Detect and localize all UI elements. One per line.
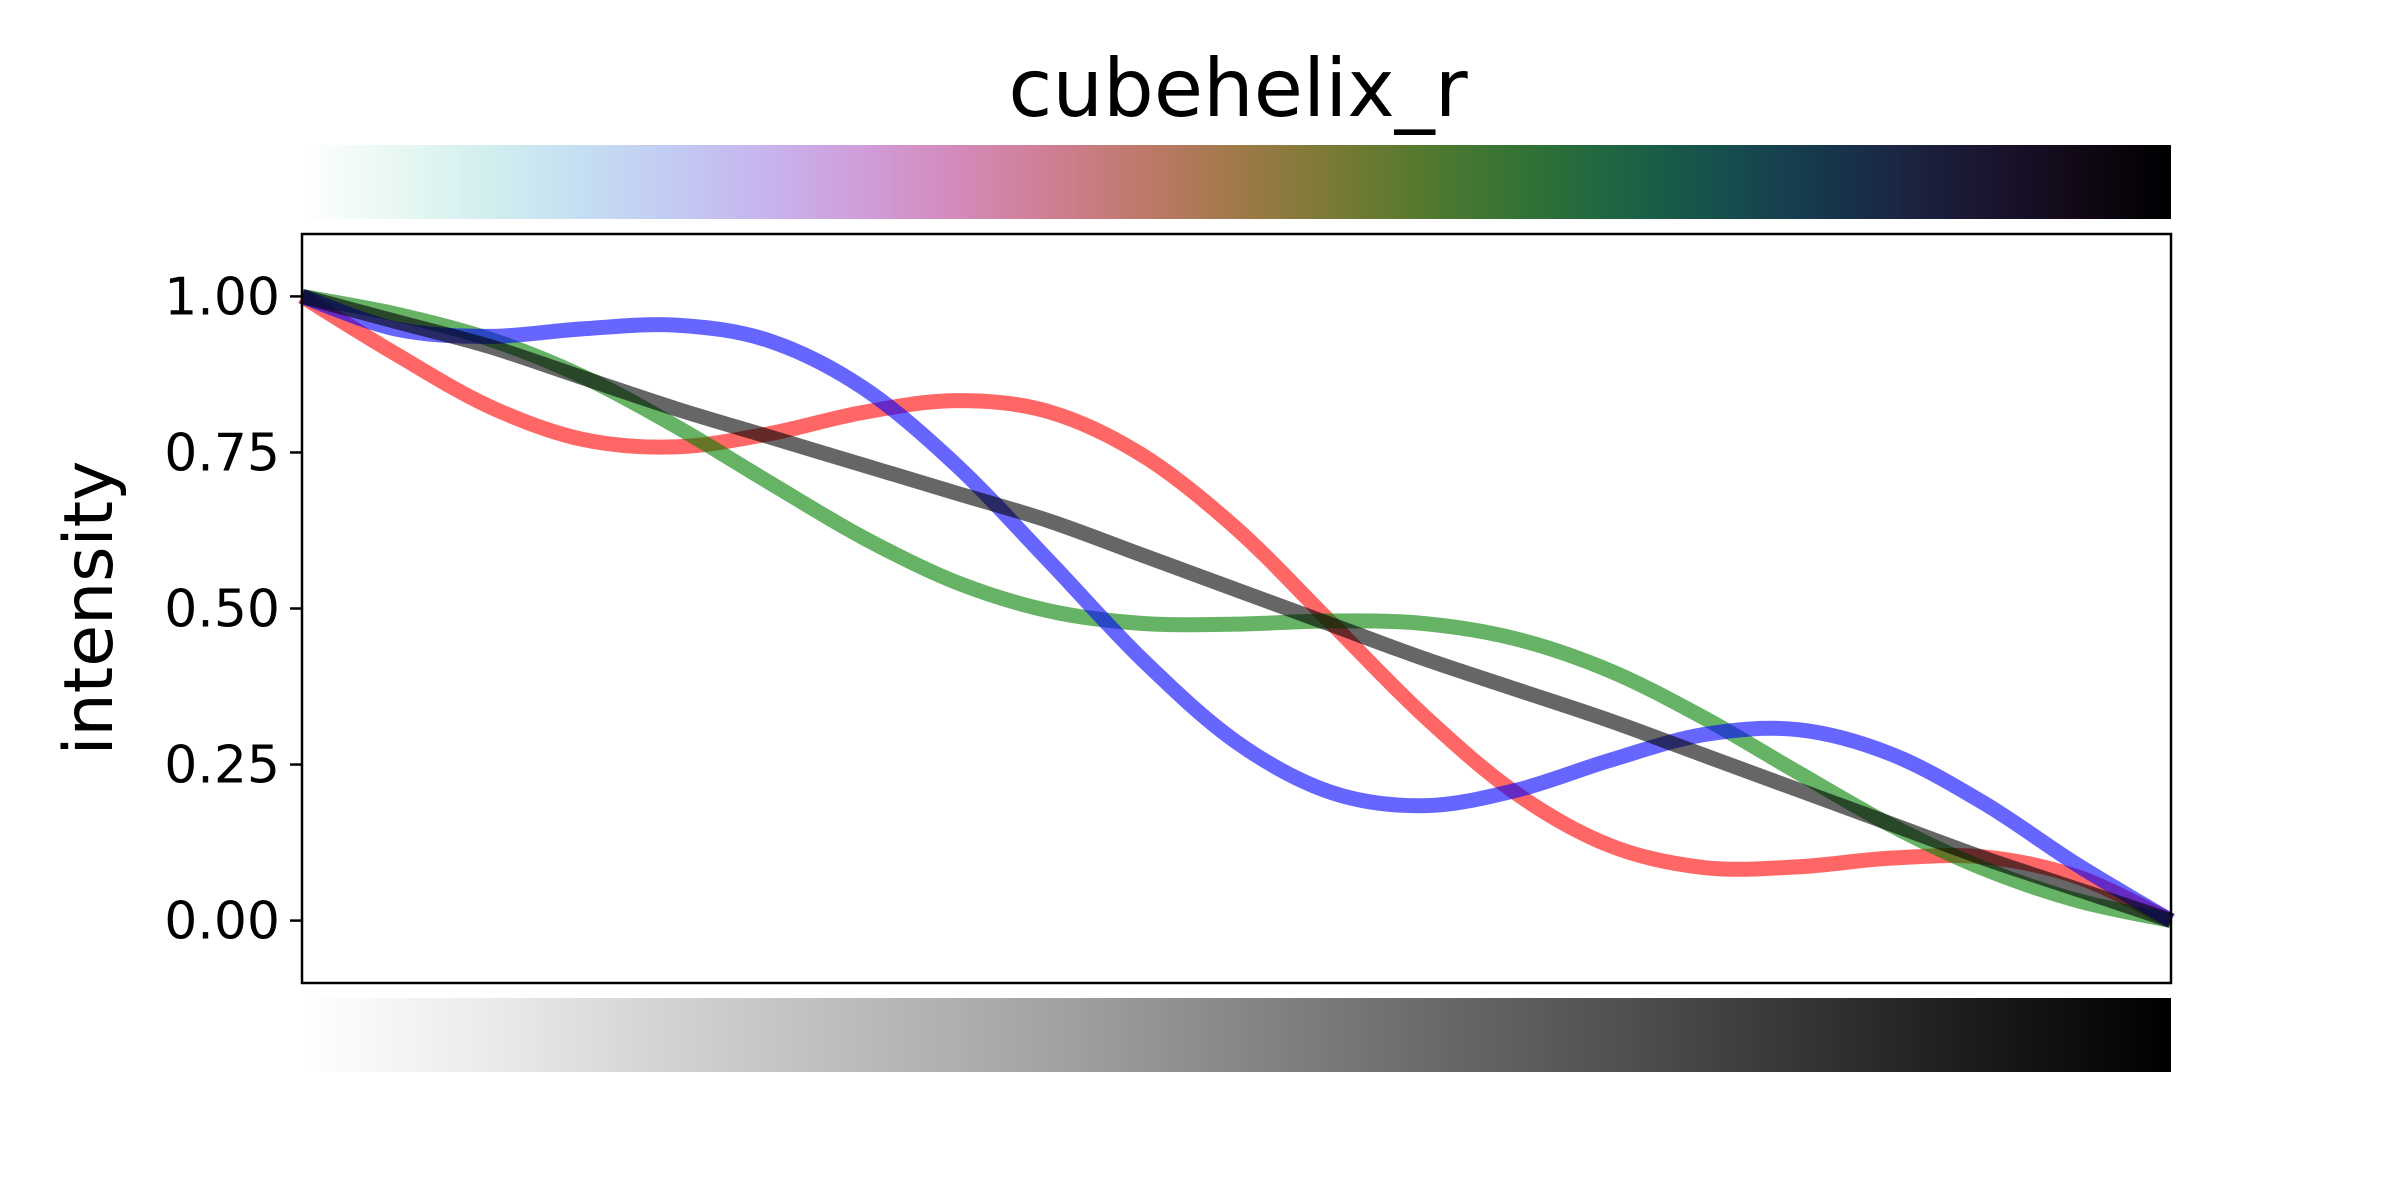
y-tick-label: 0.50	[164, 580, 280, 640]
red-channel-line	[298, 290, 2175, 928]
y-axis-label: intensity	[50, 461, 129, 756]
y-tick-label: 0.00	[164, 892, 280, 952]
blue-channel-line	[299, 289, 2175, 928]
y-tick-label: 0.75	[164, 423, 280, 483]
gray-lightness-line	[300, 289, 2174, 928]
colorbar-bottom	[302, 998, 2171, 1072]
y-tick-label: 1.00	[164, 267, 280, 327]
colorbar-top	[302, 145, 2171, 219]
y-ticks: 0.00 0.25 0.50 0.75 1.00	[164, 267, 302, 952]
y-tick-label: 0.25	[164, 736, 280, 796]
plot-frame	[300, 232, 2173, 985]
plot-lines	[298, 289, 2175, 928]
chart-title: cubehelix_r	[1008, 42, 1467, 135]
